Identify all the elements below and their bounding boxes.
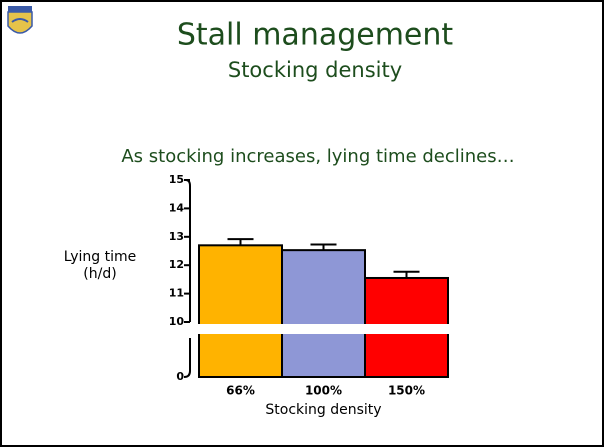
- x-tick-label: 66%: [226, 384, 255, 398]
- bar: [281, 249, 366, 378]
- x-tick-label: 150%: [388, 384, 425, 398]
- slide-title: Stall management: [177, 18, 454, 53]
- y-tick-label: 0: [176, 370, 184, 383]
- bar: [198, 244, 283, 378]
- y-tick-label: 15: [169, 173, 184, 186]
- caption: As stocking increases, lying time declin…: [121, 146, 514, 167]
- logo: [7, 6, 33, 34]
- y-tick-label: 11: [169, 287, 184, 300]
- x-axis-label: Stocking density: [265, 402, 381, 418]
- slide-subtitle: Stocking density: [228, 58, 402, 82]
- axis-break: [182, 324, 452, 334]
- y-tick-label: 10: [169, 315, 185, 328]
- y-axis-label: (h/d): [83, 266, 116, 282]
- y-axis-label: Lying time: [64, 249, 137, 265]
- y-tick-label: 13: [169, 230, 184, 243]
- y-axis: [183, 338, 191, 378]
- x-tick-label: 100%: [305, 384, 342, 398]
- y-tick-label: 14: [169, 201, 185, 214]
- y-tick-label: 12: [169, 258, 184, 271]
